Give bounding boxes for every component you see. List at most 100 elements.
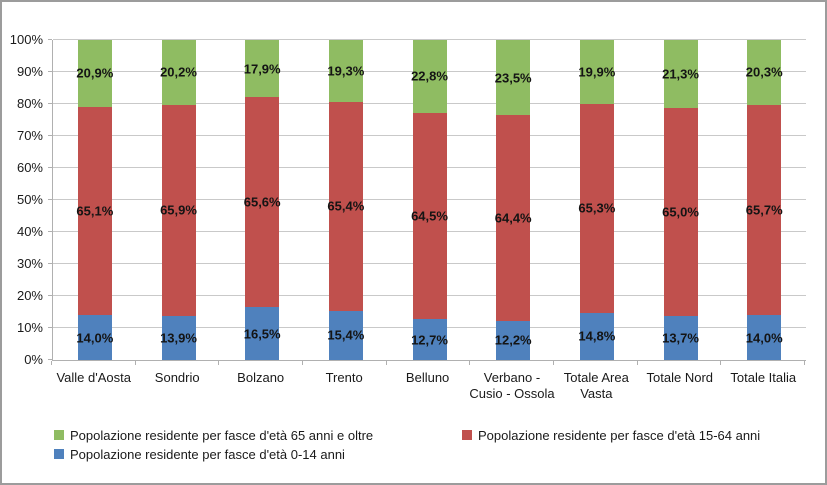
data-label: 64,4% bbox=[494, 210, 532, 226]
bar-segment: 65,3% bbox=[578, 103, 616, 313]
bar-slot: 19,3% 65,4% 15,4% bbox=[304, 40, 388, 360]
bar-slot: 21,3% 65,0% 13,7% bbox=[639, 40, 723, 360]
data-label: 12,7% bbox=[411, 332, 448, 348]
data-label: 65,7% bbox=[745, 202, 783, 218]
category-label: Trento bbox=[302, 370, 385, 402]
stacked-bar: 19,9% 65,3% 14,8% bbox=[578, 40, 616, 360]
y-axis: 0% 10% 20% 30% 40% 50% 60% 70% 80% 90% 100% bbox=[2, 33, 52, 367]
y-tick-label: 40% bbox=[16, 224, 43, 239]
stacked-bar: 19,3% 65,4% 15,4% bbox=[327, 40, 365, 360]
y-tick-label: 50% bbox=[16, 192, 43, 207]
bar-segment: 65,7% bbox=[745, 104, 783, 316]
data-label: 21,3% bbox=[662, 66, 699, 82]
bar-segment: 12,7% bbox=[411, 319, 448, 360]
bar-segment: 21,3% bbox=[662, 40, 699, 109]
bar-segment: 13,7% bbox=[662, 316, 699, 360]
x-axis-ticks bbox=[51, 361, 805, 366]
bar-segment: 14,0% bbox=[746, 315, 783, 360]
bar-segment: 65,6% bbox=[243, 97, 281, 308]
x-tick-mark bbox=[301, 361, 303, 365]
legend-swatch-icon bbox=[54, 430, 64, 440]
x-tick-mark bbox=[134, 361, 136, 365]
x-tick-mark bbox=[804, 361, 805, 365]
category-label: Verbano - Cusio - Ossola bbox=[469, 370, 554, 402]
x-tick-mark bbox=[469, 361, 471, 365]
bar-segment: 64,5% bbox=[411, 112, 448, 320]
bar-slot: 22,8% 64,5% 12,7% bbox=[388, 40, 472, 360]
stacked-bar: 22,8% 64,5% 12,7% bbox=[411, 40, 448, 360]
y-tick-mark bbox=[48, 71, 52, 72]
data-label: 20,2% bbox=[160, 64, 197, 80]
bar-segment: 20,3% bbox=[746, 40, 783, 105]
bar-segment: 65,1% bbox=[76, 106, 113, 316]
y-tick-mark bbox=[48, 231, 52, 232]
data-label: 19,3% bbox=[327, 63, 365, 79]
data-label: 65,6% bbox=[243, 194, 281, 210]
category-label-line: Sondrio bbox=[154, 370, 200, 385]
bar-slot: 20,3% 65,7% 14,0% bbox=[722, 40, 806, 360]
x-tick-mark bbox=[636, 361, 638, 365]
legend-item: Popolazione residente per fasce d'età 15… bbox=[462, 427, 761, 443]
category-label-line: Cusio - Ossola bbox=[469, 386, 555, 401]
data-label: 16,5% bbox=[243, 326, 281, 342]
bar-segment: 20,9% bbox=[76, 40, 114, 107]
legend-swatch-icon bbox=[462, 430, 472, 440]
data-label: 65,9% bbox=[160, 202, 197, 218]
category-label: Sondrio bbox=[135, 370, 218, 402]
bar-slot: 20,2% 65,9% 13,9% bbox=[137, 40, 221, 360]
data-label: 17,9% bbox=[243, 61, 281, 77]
bar-segment: 14,8% bbox=[578, 312, 616, 360]
legend-item: Popolazione residente per fasce d'età 65… bbox=[54, 428, 373, 443]
category-label-line: Vasta bbox=[580, 386, 613, 401]
category-label-line: Totale Italia bbox=[730, 370, 797, 385]
bar-segment: 13,9% bbox=[160, 315, 197, 360]
data-label: 19,9% bbox=[578, 64, 616, 80]
bar-segment: 17,9% bbox=[243, 40, 281, 98]
y-tick-mark bbox=[48, 199, 52, 200]
bar-segment: 12,2% bbox=[494, 320, 532, 360]
bar-slot: 17,9% 65,6% 16,5% bbox=[220, 40, 304, 360]
bar-segment: 65,9% bbox=[160, 104, 197, 316]
category-label: Totale Italia bbox=[722, 370, 805, 402]
y-tick-mark bbox=[48, 103, 52, 104]
y-tick-label: 90% bbox=[16, 64, 43, 79]
data-label: 13,7% bbox=[662, 330, 699, 346]
category-label: Totale Nord bbox=[638, 370, 721, 402]
legend-swatch-icon bbox=[54, 449, 64, 459]
bar-segment: 16,5% bbox=[243, 307, 281, 360]
y-tick-mark bbox=[48, 39, 52, 40]
legend-column-left: Popolazione residente per fasce d'età 65… bbox=[54, 428, 373, 462]
bar-segment: 65,4% bbox=[327, 101, 364, 311]
data-label: 14,8% bbox=[578, 328, 616, 344]
data-label: 20,9% bbox=[76, 65, 114, 81]
x-tick-mark bbox=[385, 361, 387, 365]
bar-slot: 20,9% 65,1% 14,0% bbox=[53, 40, 137, 360]
y-tick-label: 0% bbox=[24, 352, 43, 367]
y-tick-mark bbox=[48, 359, 52, 360]
bar-slot: 19,9% 65,3% 14,8% bbox=[555, 40, 639, 360]
bar-segment: 65,0% bbox=[662, 108, 699, 317]
data-label: 12,2% bbox=[494, 332, 532, 348]
stacked-bar: 20,9% 65,1% 14,0% bbox=[76, 40, 114, 360]
y-tick-label: 70% bbox=[16, 128, 43, 143]
data-label: 65,3% bbox=[578, 200, 616, 216]
bar-slot: 23,5% 64,4% 12,2% bbox=[471, 40, 555, 360]
category-label: Bolzano bbox=[219, 370, 302, 402]
y-tick-label: 20% bbox=[16, 288, 43, 303]
y-tick-mark bbox=[48, 263, 52, 264]
y-tick-mark bbox=[48, 135, 52, 136]
bar-segment: 20,2% bbox=[160, 40, 197, 105]
bar-segment: 64,4% bbox=[494, 115, 532, 321]
category-label-line: Belluno bbox=[405, 370, 450, 385]
x-axis-labels: Valle d'Aosta Sondrio Bolzano Trento Belluno… bbox=[52, 370, 805, 402]
x-tick-mark bbox=[720, 361, 722, 365]
data-label: 13,9% bbox=[160, 330, 197, 346]
y-tick-mark bbox=[48, 295, 52, 296]
legend-label: Popolazione residente per fasce d'età 15… bbox=[478, 427, 761, 443]
bars: 20,9% 65,1% 14,0% 20,2% 65,9% 13,9% 17,9% 65,6%… bbox=[53, 40, 806, 360]
y-tick-mark bbox=[48, 327, 52, 328]
stacked-bar: 17,9% 65,6% 16,5% bbox=[243, 40, 281, 360]
data-label: 15,4% bbox=[327, 327, 365, 343]
y-tick-label: 60% bbox=[16, 160, 43, 175]
